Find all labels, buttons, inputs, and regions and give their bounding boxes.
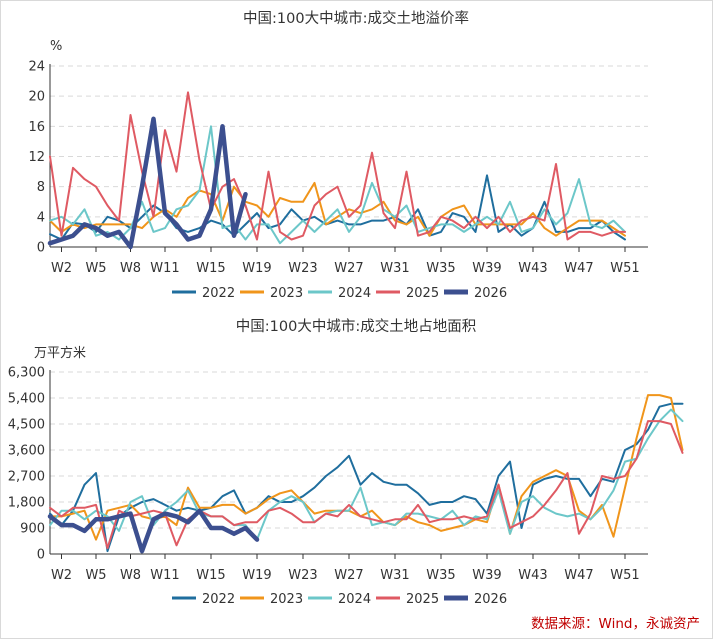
chart2-x-tick-label: W15 [196,568,225,583]
chart2-x-tick-label: W5 [85,568,106,583]
chart2-x-tick-label: W19 [242,568,271,583]
chart1-series-2024-line [49,125,626,245]
chart1-title: 中国:100大中城市:成交土地溢价率 [243,9,469,27]
chart2-y-tick-label: 3,600 [8,444,45,459]
chart1-x-tick-label: W35 [426,261,455,276]
chart1-x-tick-label: W31 [380,261,409,276]
chart1-x-tick-label: W27 [334,261,363,276]
chart1-x-tick-label: W23 [288,261,317,276]
chart2-legend-label-2026: 2026 [474,592,507,607]
chart2-x-tick-label: W35 [426,568,455,583]
chart2-series-2024-line [49,408,684,541]
chart2-y-tick-label: 2,700 [8,470,45,485]
chart1-x-tick-label: W19 [242,261,271,276]
chart2-x-tick-label: W27 [334,568,363,583]
chart1-series-2023-line [49,181,626,237]
chart2-series-2026-line [47,508,260,554]
chart2-x-tick-label: W31 [380,568,409,583]
chart2-x-tick-label: W51 [610,568,639,583]
chart2-title: 中国:100大中城市:成交土地占地面积 [236,317,476,335]
chart2-x-tick-label: W39 [472,568,501,583]
chart2-x-tick-label: W2 [51,568,72,583]
chart1-x-tick-label: W47 [564,261,593,276]
chart1-x-tick-label: W43 [518,261,547,276]
chart1-x-tick-label: W2 [51,261,72,276]
chart1-legend-label-2025: 2025 [406,286,439,301]
chart2-x-tick-label: W43 [518,568,547,583]
chart2-legend-label-2025: 2025 [406,592,439,607]
chart2-y-tick-label: 4,500 [8,418,45,433]
chart2-y-unit: 万平方米 [34,345,86,361]
chart1-y-tick-label: 20 [28,90,45,105]
chart1-y-tick-label: 0 [37,241,45,256]
chart1-legend-label-2024: 2024 [338,286,371,301]
chart2-legend-label-2022: 2022 [202,592,235,607]
chart2-y-tick-label: 5,400 [8,392,45,407]
chart2-legend-label-2023: 2023 [270,592,303,607]
chart2-x-tick-label: W47 [564,568,593,583]
chart2-x-tick-label: W8 [120,568,141,583]
chart2-y-tick-label: 0 [37,548,45,563]
chart1-legend-label-2022: 2022 [202,286,235,301]
chart1-y-tick-label: 24 [28,60,45,75]
data-source: 数据来源：Wind，永诚资产 [531,616,700,632]
chart1-x-tick-label: W51 [610,261,639,276]
chart1-legend-label-2026: 2026 [474,286,507,301]
chart1-y-tick-label: 4 [37,210,45,225]
chart1-y-tick-label: 16 [28,120,45,135]
chart1-x-tick-label: W8 [120,261,141,276]
chart1-series-2026-line [47,116,248,250]
chart2-series-2025-line [49,420,684,550]
chart2-y-tick-label: 6,300 [8,366,45,381]
chart1-x-tick-label: W11 [150,261,179,276]
chart1-y-tick-label: 12 [28,150,45,165]
chart1-y-tick-label: 8 [37,180,45,195]
chart2-series-2022-line [49,402,684,553]
chart2-x-tick-label: W23 [288,568,317,583]
chart1-y-unit: % [50,39,62,54]
chart1-x-tick-label: W39 [472,261,501,276]
chart1-legend-label-2023: 2023 [270,286,303,301]
chart2-y-tick-label: 900 [20,522,45,537]
chart1-x-tick-label: W5 [85,261,106,276]
chart1-series-2025-line [49,91,626,241]
chart1-x-tick-label: W15 [196,261,225,276]
chart2-legend-label-2024: 2024 [338,592,371,607]
chart2-y-tick-label: 1,800 [8,496,45,511]
chart2-x-tick-label: W11 [150,568,179,583]
